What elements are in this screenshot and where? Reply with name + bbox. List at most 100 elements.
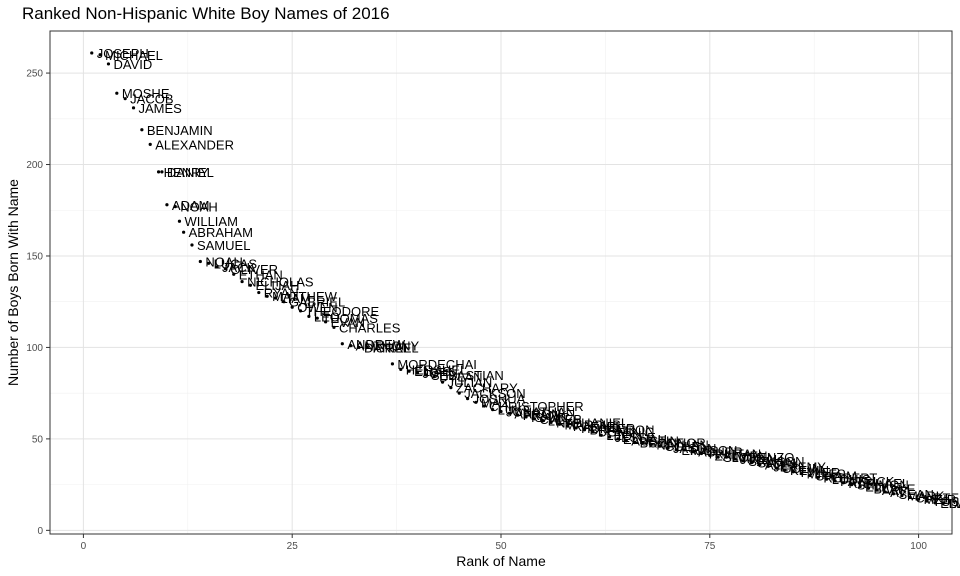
data-point bbox=[716, 455, 720, 459]
data-point bbox=[198, 259, 202, 264]
data-point bbox=[658, 444, 662, 448]
data-point bbox=[273, 296, 278, 300]
data-point bbox=[775, 466, 779, 470]
data-point bbox=[465, 397, 470, 401]
data-label: ZACHARY bbox=[456, 381, 518, 396]
data-label: MARCUS bbox=[564, 417, 621, 432]
data-label: CHARLES bbox=[339, 320, 401, 335]
data-point bbox=[432, 375, 436, 379]
data-label: LUCAS bbox=[214, 256, 258, 271]
data-label: LEO bbox=[314, 309, 340, 324]
data-label: DANIEL bbox=[949, 496, 960, 511]
data-label: MEIR bbox=[924, 492, 957, 507]
data-label: COLE bbox=[665, 439, 701, 454]
data-point bbox=[399, 367, 403, 371]
data-label: NOAH bbox=[205, 254, 243, 269]
data-label: MATTHEW bbox=[272, 289, 337, 304]
data-label: LUKE bbox=[498, 403, 532, 418]
data-point bbox=[232, 272, 236, 276]
data-label: JEREMY bbox=[773, 459, 826, 474]
data-label: JUDAH bbox=[740, 452, 783, 467]
data-point bbox=[766, 464, 770, 468]
data-label: MAX bbox=[481, 395, 510, 410]
x-axis-title: Rank of Name bbox=[456, 553, 546, 569]
data-label: ETHAN bbox=[239, 267, 283, 282]
data-label: OWEN bbox=[297, 300, 337, 315]
data-point bbox=[791, 470, 795, 474]
data-point bbox=[349, 344, 353, 348]
data-label: DAVID bbox=[113, 57, 152, 72]
data-label: YOSEF bbox=[932, 494, 960, 509]
data-label: LIAM bbox=[281, 291, 311, 306]
data-label: HUNTER bbox=[581, 421, 635, 436]
data-label: CONNOR bbox=[648, 436, 706, 451]
data-label: MORDECHAI bbox=[397, 357, 476, 372]
chart-title: Ranked Non-Hispanic White Boy Names of 2… bbox=[22, 4, 390, 23]
data-label: GABRIEL bbox=[289, 295, 345, 310]
data-label: ELIJAH bbox=[255, 278, 299, 293]
data-label: MOSHE bbox=[122, 86, 170, 101]
data-point bbox=[800, 472, 804, 476]
data-label: NATHANIEL bbox=[556, 415, 628, 430]
data-point bbox=[858, 484, 862, 489]
data-point bbox=[808, 473, 812, 478]
data-point bbox=[415, 371, 420, 375]
data-point bbox=[641, 440, 645, 445]
data-label: BLAKE bbox=[873, 481, 915, 496]
data-point bbox=[624, 439, 628, 443]
data-point bbox=[177, 219, 182, 223]
data-label: BENJAMIN bbox=[147, 123, 213, 138]
data-point bbox=[908, 495, 912, 500]
data-point bbox=[866, 486, 871, 490]
data-label: KEVIN bbox=[790, 463, 829, 478]
data-point bbox=[850, 483, 854, 487]
data-label: MASON bbox=[690, 443, 738, 458]
data-label: JACKSON bbox=[464, 386, 525, 401]
data-label: JULIAN bbox=[448, 375, 493, 390]
data-label: SHIMON bbox=[857, 478, 909, 493]
data-label: JOSHUA bbox=[473, 392, 526, 407]
y-tick-label: 100 bbox=[26, 343, 43, 354]
data-label: CARTER bbox=[915, 490, 960, 505]
data-label: GAVIN bbox=[757, 456, 797, 471]
data-label: LEON bbox=[606, 428, 641, 443]
data-point bbox=[182, 230, 186, 234]
data-label: JOHN bbox=[422, 366, 457, 381]
data-label: RAFAEL bbox=[573, 419, 623, 434]
data-label: WILLIAM bbox=[184, 214, 237, 229]
data-point bbox=[524, 415, 528, 419]
data-label: ELIAS bbox=[414, 364, 451, 379]
data-point bbox=[390, 362, 395, 366]
data-label: SAMSON bbox=[748, 454, 804, 469]
data-label: ERIC bbox=[681, 443, 712, 458]
data-label: RYAN bbox=[264, 286, 299, 301]
x-tick-label: 75 bbox=[704, 541, 716, 552]
data-label: BRYCE bbox=[640, 436, 685, 451]
data-label: LEVI bbox=[548, 414, 576, 429]
data-point bbox=[115, 91, 119, 95]
data-point bbox=[457, 391, 461, 395]
data-point bbox=[708, 453, 712, 457]
data-label: BRANDON bbox=[590, 423, 655, 438]
data-point bbox=[758, 462, 762, 467]
data-point bbox=[883, 490, 887, 494]
axes: 0 25 50 75 100 0 50 100 150 200 250 bbox=[26, 30, 953, 552]
data-label: EVAN bbox=[331, 315, 365, 330]
data-point bbox=[106, 62, 111, 66]
data-point bbox=[307, 314, 311, 318]
data-point bbox=[582, 428, 587, 432]
data-label: ELIJAH bbox=[623, 432, 667, 447]
data-point bbox=[160, 170, 164, 174]
data-point bbox=[173, 204, 177, 209]
x-tick-label: 25 bbox=[287, 541, 299, 552]
data-point bbox=[591, 429, 595, 434]
data-point bbox=[683, 448, 687, 452]
data-point bbox=[616, 437, 620, 441]
data-point bbox=[875, 488, 879, 492]
data-point bbox=[290, 305, 294, 309]
data-label: ALEX bbox=[765, 457, 799, 472]
data-label: LOUIS bbox=[832, 472, 871, 487]
data-point bbox=[541, 418, 545, 423]
data-label: RAPHAEL bbox=[848, 476, 909, 491]
